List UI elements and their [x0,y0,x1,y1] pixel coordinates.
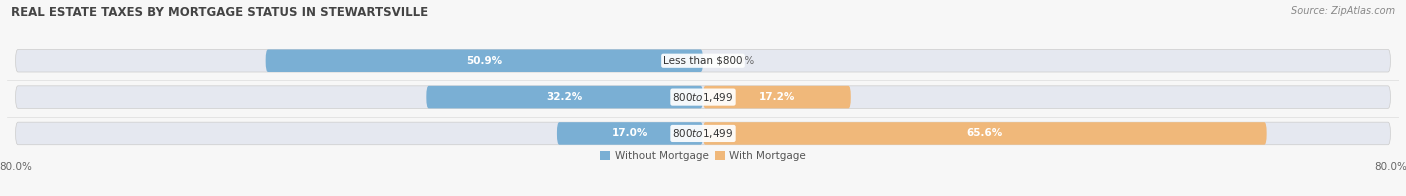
FancyBboxPatch shape [15,122,1391,145]
Text: 17.0%: 17.0% [612,128,648,138]
Text: Source: ZipAtlas.com: Source: ZipAtlas.com [1291,6,1395,16]
Text: 65.6%: 65.6% [967,128,1002,138]
Text: $800 to $1,499: $800 to $1,499 [672,127,734,140]
Text: Less than $800: Less than $800 [664,56,742,66]
Legend: Without Mortgage, With Mortgage: Without Mortgage, With Mortgage [596,147,810,166]
FancyBboxPatch shape [15,49,1391,72]
FancyBboxPatch shape [703,86,851,108]
Text: 50.9%: 50.9% [467,56,502,66]
Text: 17.2%: 17.2% [759,92,794,102]
Text: $800 to $1,499: $800 to $1,499 [672,91,734,104]
FancyBboxPatch shape [15,86,1391,108]
Text: REAL ESTATE TAXES BY MORTGAGE STATUS IN STEWARTSVILLE: REAL ESTATE TAXES BY MORTGAGE STATUS IN … [11,6,429,19]
FancyBboxPatch shape [703,122,1267,145]
Text: 32.2%: 32.2% [547,92,583,102]
FancyBboxPatch shape [426,86,703,108]
Text: 0.0%: 0.0% [728,56,755,66]
FancyBboxPatch shape [266,49,703,72]
FancyBboxPatch shape [557,122,703,145]
